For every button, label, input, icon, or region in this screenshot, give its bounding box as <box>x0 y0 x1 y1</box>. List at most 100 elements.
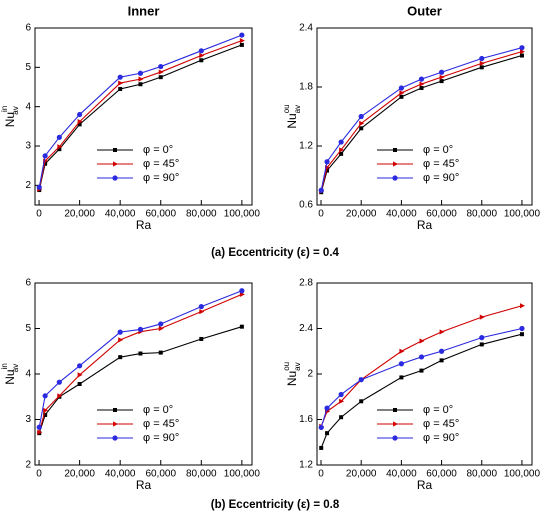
legend-label: φ = 0° <box>423 404 453 416</box>
y-tick-label: 2.4 <box>299 23 313 34</box>
y-axis-label: Nuou av <box>282 362 302 386</box>
legend-label: φ = 90° <box>423 172 459 184</box>
marker <box>77 372 83 378</box>
legend-label: φ = 45° <box>423 418 459 430</box>
y-tick-label: 2 <box>25 460 31 471</box>
y-tick-label: 1.6 <box>299 414 313 425</box>
marker <box>199 58 204 63</box>
y-tick-label: 5 <box>25 62 31 73</box>
y-label-base: Nu <box>285 113 299 128</box>
marker <box>399 90 405 96</box>
marker <box>479 335 485 341</box>
marker <box>393 421 398 427</box>
y-label-base: Nu <box>3 369 17 384</box>
x-tick-label: 100,000 <box>504 469 541 480</box>
x-tick-label: 80,000 <box>466 209 497 220</box>
marker <box>479 55 485 62</box>
series-line <box>320 47 523 191</box>
y-tick-label: 2.8 <box>299 278 313 289</box>
plot-frame <box>34 27 253 206</box>
y-tick-label: 5 <box>25 323 31 334</box>
y-tick-label: 2 <box>307 369 313 380</box>
marker <box>339 398 345 404</box>
marker <box>43 412 48 417</box>
marker <box>56 134 62 140</box>
marker <box>419 338 425 344</box>
series-line <box>320 51 523 192</box>
marker <box>36 184 42 190</box>
marker <box>318 187 324 193</box>
marker <box>239 324 244 329</box>
marker <box>138 76 144 82</box>
marker <box>438 348 445 354</box>
series-line <box>38 290 243 428</box>
marker <box>325 431 330 436</box>
marker <box>439 329 445 335</box>
marker <box>479 60 485 66</box>
y-label-base: Nu <box>3 112 17 127</box>
marker <box>36 424 42 430</box>
x-tick-label: 100,000 <box>224 469 261 480</box>
x-tick-label: 60,000 <box>145 469 176 480</box>
y-axis-label: Nuin av <box>0 106 20 128</box>
marker <box>439 358 444 363</box>
marker <box>392 175 398 181</box>
marker <box>77 382 82 387</box>
y-tick-label: 6 <box>25 278 31 289</box>
marker <box>158 325 164 332</box>
marker <box>399 94 404 99</box>
x-tick-label: 80,000 <box>186 469 217 480</box>
x-axis-label: Ra <box>417 218 433 232</box>
marker <box>419 81 425 87</box>
y-tick-label: 0.6 <box>299 200 313 211</box>
y-label-base: Nu <box>285 371 299 386</box>
marker <box>324 405 330 411</box>
marker <box>393 161 398 167</box>
x-tick-label: 0 <box>36 209 42 220</box>
marker <box>338 391 344 398</box>
x-tick-label: 60,000 <box>426 209 457 220</box>
legend-label: φ = 45° <box>143 418 179 430</box>
y-axis-label: Nuin av <box>0 363 20 385</box>
marker <box>198 304 204 310</box>
marker <box>359 399 364 404</box>
legend-label: φ = 0° <box>423 144 453 156</box>
legend-label: φ = 0° <box>143 144 173 156</box>
marker <box>113 148 117 152</box>
y-label-sup: in <box>0 106 9 112</box>
marker <box>43 407 49 413</box>
y-label-sub: av <box>293 105 302 113</box>
marker <box>339 147 345 153</box>
marker <box>112 435 118 441</box>
marker <box>158 63 164 70</box>
marker <box>439 74 445 80</box>
marker <box>56 379 62 385</box>
marker <box>399 348 405 354</box>
marker <box>138 351 143 356</box>
marker <box>137 326 144 333</box>
marker <box>43 161 48 166</box>
marker <box>158 350 163 355</box>
marker <box>339 415 344 420</box>
marker <box>113 161 118 167</box>
x-axis-label: Ra <box>417 478 433 492</box>
x-tick-label: 0 <box>318 209 324 220</box>
y-label-sup: ou <box>282 362 291 371</box>
marker <box>338 139 344 145</box>
marker <box>158 321 164 327</box>
marker <box>239 32 245 38</box>
caption: (b) Eccentricity (ε) = 0.8 <box>211 499 340 511</box>
marker <box>358 377 364 383</box>
marker <box>199 309 205 315</box>
y-tick-label: 1.2 <box>299 141 313 152</box>
y-tick-label: 2.4 <box>299 323 313 334</box>
x-tick-label: 100,000 <box>224 209 261 220</box>
marker <box>392 435 398 441</box>
marker <box>519 325 525 332</box>
y-label-sub: av <box>11 364 20 372</box>
marker <box>113 408 117 412</box>
marker <box>199 336 204 341</box>
x-tick-label: 80,000 <box>466 469 497 480</box>
y-tick-label: 3 <box>25 414 31 425</box>
marker <box>519 53 524 58</box>
